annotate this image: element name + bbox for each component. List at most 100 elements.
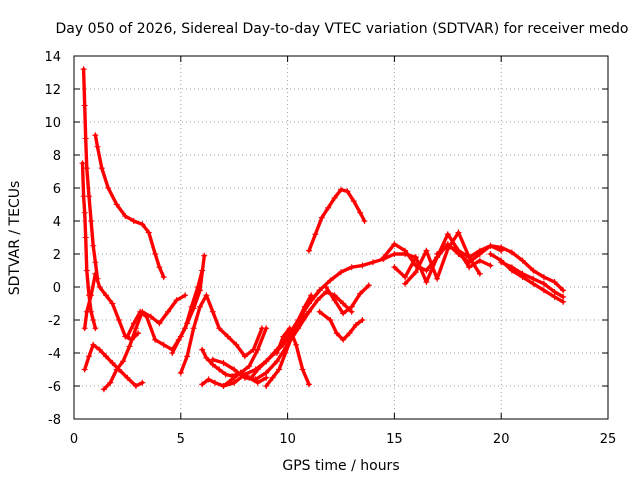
data-point <box>560 293 567 300</box>
data-point <box>177 369 184 376</box>
series-arc-17 <box>295 251 419 323</box>
data-point <box>476 247 483 254</box>
x-axis-label: GPS time / hours <box>282 458 399 474</box>
data-point <box>293 341 300 348</box>
data-point <box>152 336 159 343</box>
data-point <box>94 143 101 150</box>
series-arc-8 <box>169 252 208 356</box>
data-point <box>348 303 355 310</box>
y-tick-label: 6 <box>53 182 61 197</box>
data-point <box>139 379 146 386</box>
data-point <box>199 346 206 353</box>
x-tick-label: 25 <box>600 432 617 447</box>
data-point <box>83 308 90 315</box>
data-point <box>105 185 112 191</box>
data-point <box>282 350 289 356</box>
series-arc-1 <box>79 160 99 332</box>
data-point <box>199 381 206 388</box>
data-point <box>286 325 293 332</box>
data-series <box>79 66 567 393</box>
data-point <box>124 333 131 340</box>
data-point <box>331 194 338 201</box>
data-point <box>241 353 248 360</box>
data-point <box>540 280 547 287</box>
data-point <box>508 264 515 271</box>
data-point <box>340 336 347 343</box>
data-point <box>323 284 330 290</box>
data-point <box>220 359 227 366</box>
data-point <box>327 277 334 284</box>
data-point <box>120 358 127 365</box>
data-point <box>137 308 144 315</box>
data-point <box>92 325 99 332</box>
data-point <box>357 209 364 216</box>
data-point <box>224 333 231 340</box>
y-tick-label: 10 <box>44 116 61 131</box>
data-point <box>233 341 240 348</box>
data-point <box>81 325 88 332</box>
series-line <box>125 268 204 352</box>
series-line <box>170 253 207 355</box>
data-point <box>325 204 332 211</box>
data-point <box>357 290 364 297</box>
series-line <box>324 283 371 316</box>
data-point <box>216 325 223 332</box>
grid <box>74 56 608 419</box>
data-point <box>83 165 90 172</box>
data-point <box>248 374 255 381</box>
data-point <box>519 257 526 264</box>
data-point <box>352 321 359 328</box>
data-point <box>182 292 189 299</box>
series-line <box>102 293 187 391</box>
series-arc-20 <box>323 282 372 317</box>
data-point <box>434 251 441 257</box>
data-point <box>540 287 547 294</box>
data-point <box>340 310 347 317</box>
data-point <box>98 165 105 172</box>
data-point <box>169 350 176 356</box>
plot-frame <box>73 55 609 420</box>
data-point <box>402 274 409 281</box>
data-point <box>222 371 229 378</box>
data-point <box>92 270 99 277</box>
axis-ticks: 0 5 10 15 20 25 -8 -6 -4 -2 0 2 4 6 8 10 12 14 <box>44 50 616 447</box>
data-point <box>177 333 184 340</box>
data-point <box>455 247 462 254</box>
data-point <box>346 330 353 337</box>
y-tick-label: 14 <box>44 50 61 65</box>
data-point <box>498 244 505 251</box>
x-tick-label: 20 <box>493 432 510 447</box>
data-point <box>130 218 137 224</box>
data-point <box>220 383 227 389</box>
data-point <box>254 346 261 353</box>
data-point <box>211 379 218 386</box>
data-point <box>305 308 312 315</box>
data-point <box>252 376 259 383</box>
data-point <box>466 254 473 261</box>
data-point <box>241 371 248 378</box>
data-point <box>107 379 114 386</box>
data-point <box>444 242 451 249</box>
data-point <box>115 317 122 323</box>
data-point <box>263 383 270 389</box>
data-point <box>530 275 537 282</box>
data-point <box>391 241 398 248</box>
data-point <box>246 363 253 370</box>
data-point <box>100 386 107 393</box>
data-point <box>81 102 88 109</box>
data-point <box>269 374 276 381</box>
series-line <box>200 326 268 378</box>
y-tick-label: 12 <box>44 83 61 98</box>
data-point <box>476 257 483 264</box>
data-point <box>160 274 167 281</box>
x-tick-label: 10 <box>279 432 296 447</box>
data-point <box>139 221 146 228</box>
data-point <box>83 267 90 274</box>
data-point <box>103 292 110 299</box>
data-point <box>560 287 567 294</box>
series-line <box>307 187 367 253</box>
series-arc-9 <box>177 292 265 376</box>
series-arc-26 <box>498 259 567 300</box>
data-point <box>152 251 159 257</box>
data-point <box>412 269 419 276</box>
